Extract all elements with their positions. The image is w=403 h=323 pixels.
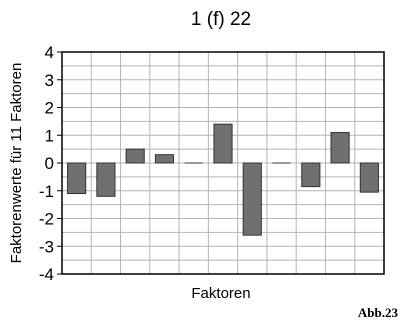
bar-2	[96, 162, 116, 197]
bar-7	[242, 162, 262, 236]
bar-4	[154, 154, 175, 164]
y-axis-label: Faktorenwerte für 11 Faktoren	[8, 63, 25, 264]
bar-9	[301, 162, 321, 188]
bar-1	[67, 162, 87, 195]
bar-6	[213, 123, 233, 164]
y-tick-label: 0	[45, 154, 54, 173]
y-tick-label: 2	[45, 99, 54, 118]
y-tick-label: 3	[45, 71, 54, 90]
bar-10	[330, 131, 350, 164]
plot-area: 4 3 2 1 0 -1 -2 -3 -4	[39, 43, 385, 284]
y-tick-label: 4	[45, 43, 54, 62]
x-axis-label: Faktoren	[191, 285, 250, 302]
y-tick-label: -4	[39, 265, 54, 284]
y-tick-label: -2	[39, 210, 54, 229]
y-tick-label: 1	[45, 126, 54, 145]
bar-3	[125, 148, 145, 164]
figure-caption: Abb.23	[358, 305, 399, 320]
y-tick-label: -3	[39, 237, 54, 256]
chart-title: 1 (f) 22	[191, 9, 251, 30]
y-tick-label: -1	[39, 182, 54, 201]
bar-11	[359, 162, 379, 193]
